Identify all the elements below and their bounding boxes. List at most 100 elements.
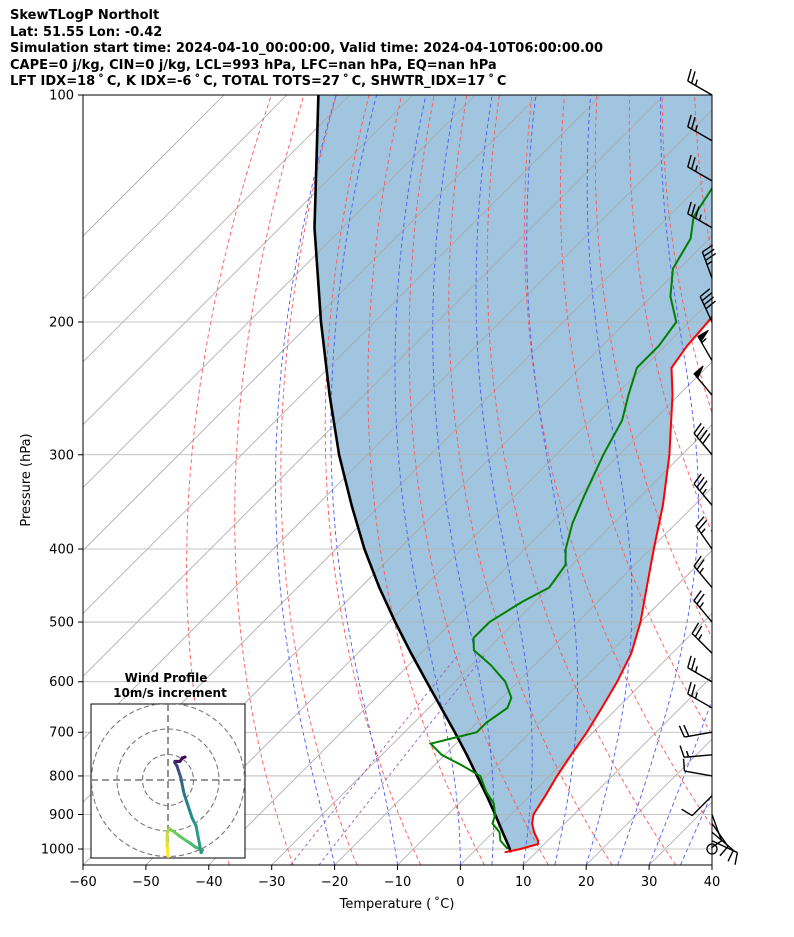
x-tick-label: 30 [641,875,658,890]
isotherm-line [83,109,712,740]
hodograph-ring [91,704,245,858]
wind-barb [687,154,713,182]
hodograph-trace [177,834,189,843]
y-tick-label: 100 [49,89,74,104]
dry-adiabat [727,95,794,865]
dry-adiabat [367,95,485,865]
hodograph-plot [91,704,245,858]
isotherm-line [83,95,539,552]
wind-barb [710,814,723,849]
dry-adiabat [324,95,422,865]
wind-barb [697,329,713,361]
hodograph-trace [194,824,203,855]
y-tick-label: 600 [49,675,74,690]
hodograph-trace [181,755,187,760]
dry-adiabat [234,95,305,865]
isotherm-line [83,95,351,363]
moist-adiabat [617,95,699,865]
x-tick-label: −20 [321,875,348,890]
hodograph-inset: Wind Profile 10m/s increment [90,671,246,859]
y-axis-label: Pressure (hPa) [19,433,34,526]
y-tick-label: 900 [49,808,74,823]
wind-barb [693,555,713,588]
x-axis: −60 −50 −40 −30 −20 −10 0 10 20 30 40 [69,865,720,890]
isotherm-line [83,95,288,300]
moist-adiabat [680,792,712,865]
y-axis: 1000 900 800 700 600 500 400 300 200 100 [41,89,83,858]
time-line: Simulation start time: 2024-04-10_00:00:… [10,41,603,56]
plot-area [83,95,794,865]
profile-lines [313,95,712,854]
isotherm-line [83,95,665,677]
wind-barb [711,831,735,862]
isotherm-line [83,95,476,489]
x-tick-label: 10 [515,875,532,890]
dry-adiabat [559,95,712,736]
isotherm-line [523,675,712,865]
wind-barb [682,758,713,777]
wind-barb [695,516,713,550]
y-tick-label: 200 [49,315,74,330]
indices-line-1: CAPE=0 j/kg, CIN=0 j/kg, LCL=993 hPa, LF… [10,57,497,73]
wind-barb [693,422,713,456]
chart-header: SkewTLogP Northolt Lat: 51.55 Lon: -0.42… [10,8,603,91]
dry-adiabat [760,95,794,865]
isotherm-line [83,95,413,426]
wind-barb [693,473,713,506]
y-tick-label: 300 [49,448,74,463]
x-tick-label: −30 [258,875,285,890]
moist-adiabat [432,95,495,865]
moist-adiabat [526,95,578,865]
x-tick-label: −10 [384,875,411,890]
dewpoint-line [428,186,712,850]
isotherm-line [208,361,712,865]
moist-adiabat [648,698,712,865]
cin-shade-region [314,95,712,849]
mixing-ratio-line [290,653,460,865]
hodograph-title: Wind Profile [125,671,208,685]
cin-shading [314,95,712,849]
wind-barb [687,655,713,683]
x-tick-label: 40 [704,875,721,890]
x-tick-label: −50 [132,875,159,890]
isotherm-line [83,95,602,614]
x-tick-label: −60 [69,875,96,890]
x-tick-label: 0 [456,875,464,890]
mixing-ratio-line [318,653,487,865]
wind-barb [701,244,717,279]
moist-adiabat [394,95,461,865]
moist-adiabat [275,95,337,865]
wind-barb [687,114,713,142]
hodograph-subtitle: 10m/s increment [113,686,227,700]
dry-adiabat [408,95,549,865]
x-axis-label: Temperature ( ˚C) [339,896,455,912]
isotherm-line [83,95,225,237]
y-tick-label: 800 [49,769,74,784]
wind-barb [687,681,713,709]
x-tick-label: 20 [578,875,595,890]
chart-title: SkewTLogP Northolt [10,8,160,23]
wind-barb [678,724,713,738]
wind-barb [681,795,713,817]
moist-adiabat [475,95,533,865]
wind-barb [687,68,713,96]
hodograph-trace [165,844,170,858]
isotherm-line [271,424,712,865]
y-tick-label: 700 [49,726,74,741]
y-tick-label: 500 [49,616,74,631]
parcel-path-line [313,95,513,853]
isotherm-line [145,298,712,865]
wind-barb [687,201,713,229]
dry-adiabat [186,95,272,865]
background-lines [83,95,794,865]
wind-barb [693,365,713,396]
dry-adiabat [628,95,712,534]
dry-adiabat [486,95,677,865]
y-tick-label: 400 [49,542,74,557]
dry-adiabat [448,95,613,865]
wind-barb [691,622,713,654]
wind-barbs [678,68,739,865]
temperature-line [504,314,712,854]
x-tick-label: −40 [195,875,222,890]
